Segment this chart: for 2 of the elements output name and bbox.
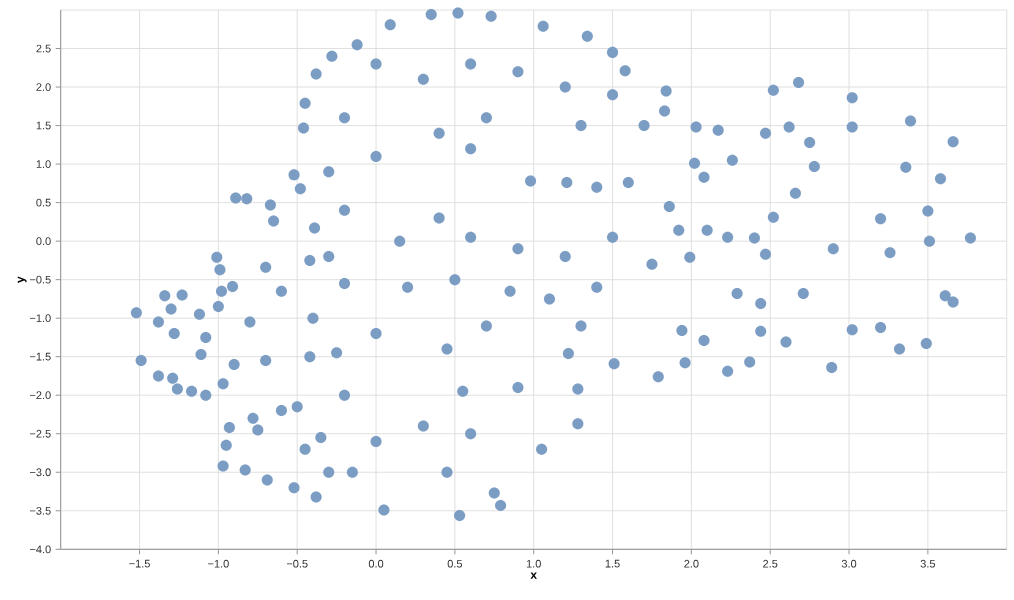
y-tick-label: 2.5 — [36, 44, 51, 53]
x-tick-label: 3.5 — [920, 559, 936, 568]
